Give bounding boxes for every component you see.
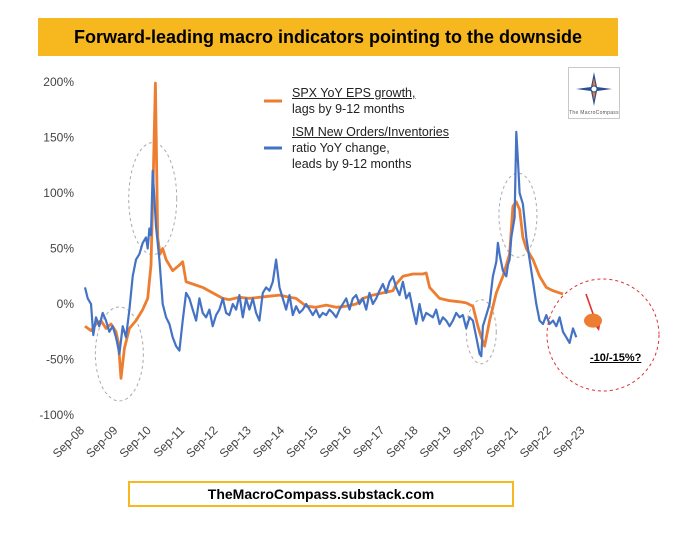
y-tick-label: 50% <box>50 242 74 256</box>
y-tick-label: 0% <box>57 297 75 311</box>
x-tick-label: Sep-09 <box>83 423 120 460</box>
chart-title: Forward-leading macro indicators pointin… <box>73 26 583 47</box>
legend-ism: ISM New Orders/Inventories ratio YoY cha… <box>292 124 449 172</box>
x-tick-label: Sep-12 <box>183 423 220 460</box>
x-tick-label: Sep-14 <box>250 423 287 460</box>
legend-swatches <box>264 99 282 150</box>
footer-url: TheMacroCompass.substack.com <box>207 486 435 502</box>
legend-ism-line1: ISM New Orders/Inventories <box>292 125 449 139</box>
highlight-ellipse <box>465 299 497 365</box>
footer-banner: TheMacroCompass.substack.com <box>128 481 514 507</box>
compass-star-icon <box>576 72 612 106</box>
x-tick-label: Sep-22 <box>517 423 554 460</box>
highlight-ellipses <box>94 142 538 402</box>
x-tick-label: Sep-17 <box>350 423 387 460</box>
forecast-annotation <box>546 278 660 392</box>
x-tick-label: Sep-13 <box>217 423 254 460</box>
legend-spx: SPX YoY EPS growth, lags by 9-12 months <box>292 85 415 117</box>
y-axis: 200% 150% 100% 50% 0% -50% -100% <box>39 75 74 422</box>
x-tick-label: Sep-18 <box>383 423 420 460</box>
logo: The MacroCompass <box>568 67 620 119</box>
highlight-ellipse <box>128 142 178 256</box>
forecast-point <box>583 313 602 328</box>
x-tick-label: Sep-10 <box>117 423 154 460</box>
y-tick-label: -100% <box>39 408 74 422</box>
x-tick-label: Sep-23 <box>550 423 587 460</box>
highlight-ellipse <box>498 172 538 258</box>
forecast-label: -10/-15%? <box>590 352 642 364</box>
y-tick-label: 100% <box>43 186 74 200</box>
x-tick-label: Sep-19 <box>417 423 454 460</box>
x-tick-label: Sep-16 <box>317 423 354 460</box>
x-tick-label: Sep-21 <box>483 423 520 460</box>
legend-ism-line2: ratio YoY change, <box>292 141 390 155</box>
y-tick-label: 200% <box>43 75 74 89</box>
series-lines <box>83 81 578 380</box>
x-tick-label: Sep-08 <box>50 423 87 460</box>
y-tick-label: 150% <box>43 131 74 145</box>
forecast-circle <box>546 278 660 392</box>
legend-spx-line2: lags by 9-12 months <box>292 102 405 116</box>
spx-eps-line <box>84 81 564 380</box>
highlight-ellipse <box>94 306 144 402</box>
x-tick-label: Sep-11 <box>151 423 188 460</box>
legend-ism-line3: leads by 9-12 months <box>292 157 412 171</box>
x-tick-label: Sep-15 <box>283 423 320 460</box>
chart-title-banner: Forward-leading macro indicators pointin… <box>38 18 618 56</box>
ism-ratio-line <box>83 130 578 358</box>
y-tick-label: -50% <box>46 353 74 367</box>
legend-spx-line1: SPX YoY EPS growth, <box>292 86 416 100</box>
logo-text: The MacroCompass <box>569 110 619 116</box>
x-axis: Sep-08Sep-09Sep-10Sep-11Sep-12Sep-13Sep-… <box>50 423 588 460</box>
x-tick-label: Sep-20 <box>450 423 487 460</box>
